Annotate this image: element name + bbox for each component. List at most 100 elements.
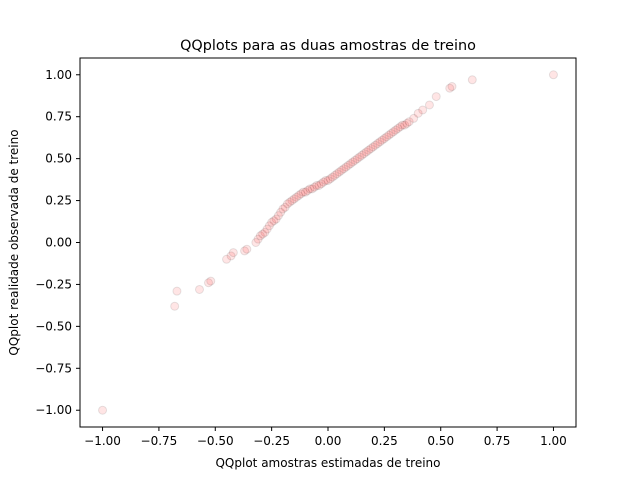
- x-tick-label: 0.25: [371, 434, 398, 448]
- x-tick-label: −0.75: [141, 434, 178, 448]
- data-point: [447, 82, 457, 92]
- y-tick-label: 0.00: [45, 236, 72, 250]
- data-point: [296, 189, 306, 199]
- data-point: [346, 159, 356, 169]
- data-point: [271, 214, 281, 224]
- data-point: [194, 284, 204, 294]
- y-tick-label: 0.75: [45, 110, 72, 124]
- data-point: [170, 301, 180, 311]
- data-point: [332, 169, 342, 179]
- data-point: [242, 244, 252, 254]
- data-point: [402, 118, 412, 128]
- data-point: [309, 182, 319, 192]
- data-point: [409, 113, 419, 123]
- data-point: [377, 135, 387, 145]
- x-tick-label: −1.00: [84, 434, 121, 448]
- data-point: [298, 187, 308, 197]
- data-point: [269, 216, 279, 226]
- data-point: [328, 172, 338, 182]
- data-point: [343, 160, 353, 170]
- axis-ticks: −1.00 −0.75 −0.50 −0.25 0.00 0.25 0.50 0.75 1.00…: [35, 68, 567, 448]
- data-point: [267, 217, 277, 227]
- data-point: [364, 145, 374, 155]
- chart-title: QQplots para as duas amostras de treino: [180, 38, 476, 54]
- data-point: [339, 164, 349, 174]
- data-point: [341, 162, 351, 172]
- data-point: [386, 128, 396, 138]
- data-point: [445, 83, 455, 93]
- data-point: [273, 211, 283, 221]
- x-tick-label: 1.00: [540, 434, 567, 448]
- data-point: [359, 149, 369, 159]
- data-point: [264, 221, 274, 231]
- data-point: [368, 142, 378, 152]
- data-point: [206, 276, 216, 286]
- data-point: [204, 278, 214, 288]
- data-point: [321, 175, 331, 185]
- x-tick-label: −0.50: [197, 434, 234, 448]
- data-point: [289, 194, 299, 204]
- data-point: [323, 175, 333, 185]
- data-point: [548, 70, 558, 80]
- data-point: [370, 140, 380, 150]
- x-tick-label: 0.50: [427, 434, 454, 448]
- data-point: [431, 92, 441, 102]
- data-point: [240, 246, 250, 256]
- data-point: [400, 120, 410, 130]
- scatter-points: [98, 70, 558, 415]
- data-point: [294, 191, 304, 201]
- data-point: [258, 229, 268, 239]
- y-tick-label: −0.25: [35, 277, 72, 291]
- data-point: [262, 224, 272, 234]
- x-tick-label: −0.25: [253, 434, 290, 448]
- data-point: [366, 144, 376, 154]
- data-point: [285, 197, 295, 207]
- x-axis-label: QQplot amostras estimadas de treino: [215, 456, 440, 470]
- y-tick-label: 0.50: [45, 152, 72, 166]
- data-point: [397, 120, 407, 130]
- data-point: [424, 100, 434, 110]
- data-point: [172, 286, 182, 296]
- data-point: [226, 251, 236, 261]
- data-point: [282, 199, 292, 209]
- data-point: [357, 150, 367, 160]
- data-point: [300, 187, 310, 197]
- data-point: [413, 108, 423, 118]
- data-point: [393, 123, 403, 133]
- data-point: [98, 405, 108, 415]
- data-point: [287, 196, 297, 206]
- data-point: [318, 177, 328, 187]
- data-point: [314, 180, 324, 190]
- data-point: [253, 234, 263, 244]
- data-point: [382, 132, 392, 142]
- data-point: [276, 207, 286, 217]
- data-point: [330, 170, 340, 180]
- data-point: [291, 192, 301, 202]
- data-point: [373, 139, 383, 149]
- data-point: [222, 254, 232, 264]
- data-point: [278, 204, 288, 214]
- data-point: [352, 154, 362, 164]
- data-point: [312, 180, 322, 190]
- y-axis-label: QQplot realidade observada de treino: [7, 129, 21, 355]
- y-tick-label: −0.75: [35, 361, 72, 375]
- data-point: [348, 157, 358, 167]
- data-point: [337, 165, 347, 175]
- data-point: [467, 75, 477, 85]
- data-point: [260, 227, 270, 237]
- data-point: [384, 130, 394, 140]
- data-point: [379, 134, 389, 144]
- data-point: [325, 174, 335, 184]
- data-point: [255, 231, 265, 241]
- data-point: [303, 186, 313, 196]
- data-point: [280, 202, 290, 212]
- data-point: [305, 184, 315, 194]
- data-point: [228, 248, 238, 258]
- data-point: [388, 127, 398, 137]
- x-tick-label: 0.00: [315, 434, 342, 448]
- data-point: [395, 122, 405, 132]
- data-point: [316, 179, 326, 189]
- data-point: [418, 105, 428, 115]
- plot-frame: [79, 57, 577, 428]
